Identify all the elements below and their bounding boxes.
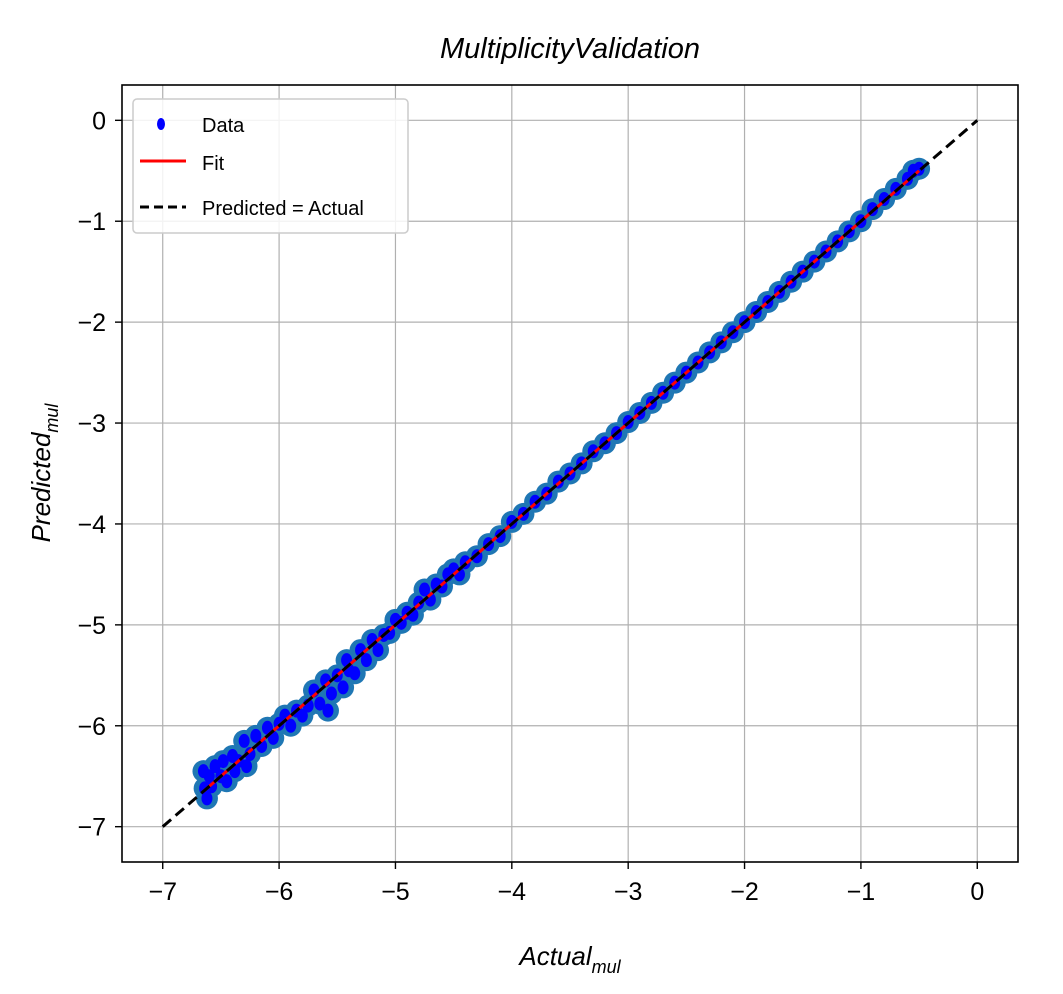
data-point — [419, 582, 431, 597]
data-point — [296, 708, 308, 723]
data-point — [372, 643, 384, 658]
x-tick-label: −5 — [381, 878, 410, 906]
x-tick-label: −7 — [148, 878, 177, 906]
x-axis-label-sub: mul — [592, 957, 622, 977]
y-axis-label: Predictedmul — [26, 403, 62, 543]
data-point — [250, 728, 262, 743]
data-point — [221, 774, 233, 789]
x-tick-label: −3 — [614, 878, 643, 906]
chart-title: MultiplicityValidation — [440, 33, 700, 65]
x-tick-label: −4 — [498, 878, 527, 906]
identity-line — [161, 119, 979, 828]
data-point — [261, 720, 273, 735]
legend-data-label: Data — [202, 115, 245, 137]
data-point — [322, 703, 334, 718]
data-point — [337, 680, 349, 695]
y-tick-label: 0 — [92, 107, 106, 135]
data-point — [209, 759, 221, 774]
x-axis-label: Actualmul — [517, 941, 621, 977]
data-point — [314, 696, 326, 711]
x-tick-label: −2 — [730, 878, 759, 906]
legend-identity-label: Predicted = Actual — [202, 198, 364, 220]
data-point — [241, 759, 253, 774]
x-tick-label: −6 — [265, 878, 294, 906]
data-point — [217, 754, 229, 769]
grid — [122, 85, 1018, 862]
x-tick-label: −1 — [847, 878, 876, 906]
y-tick-label: −3 — [77, 410, 106, 438]
legend-data-marker — [157, 118, 165, 130]
y-tick-label: −2 — [77, 309, 106, 337]
y-tick-label: −1 — [77, 208, 106, 236]
legend-fit-label: Fit — [202, 153, 225, 175]
data-point — [349, 666, 361, 681]
axis-ticks: −7 −6 −5 −4 −3 −2 −1 0 0 −1 −2 −3 −4 −5 −6 −7 — [77, 107, 984, 906]
y-tick-label: −5 — [77, 612, 106, 640]
data-point — [360, 653, 372, 668]
x-tick-label: 0 — [970, 878, 984, 906]
plot-frame — [121, 84, 1019, 863]
y-axis-label-main: Predicted — [26, 431, 56, 542]
y-tick-label: −4 — [77, 511, 106, 539]
x-axis-label-main: Actual — [517, 941, 592, 971]
y-tick-label: −7 — [77, 814, 106, 842]
data-point — [285, 718, 297, 733]
y-tick-label: −6 — [77, 713, 106, 741]
data-point — [325, 686, 337, 701]
data-point — [238, 733, 250, 748]
data-layer — [161, 119, 979, 828]
y-axis-label-sub: mul — [42, 403, 62, 433]
data-point — [201, 791, 213, 806]
legend-box — [132, 98, 409, 234]
legend: Data Fit Predicted = Actual — [132, 98, 409, 234]
